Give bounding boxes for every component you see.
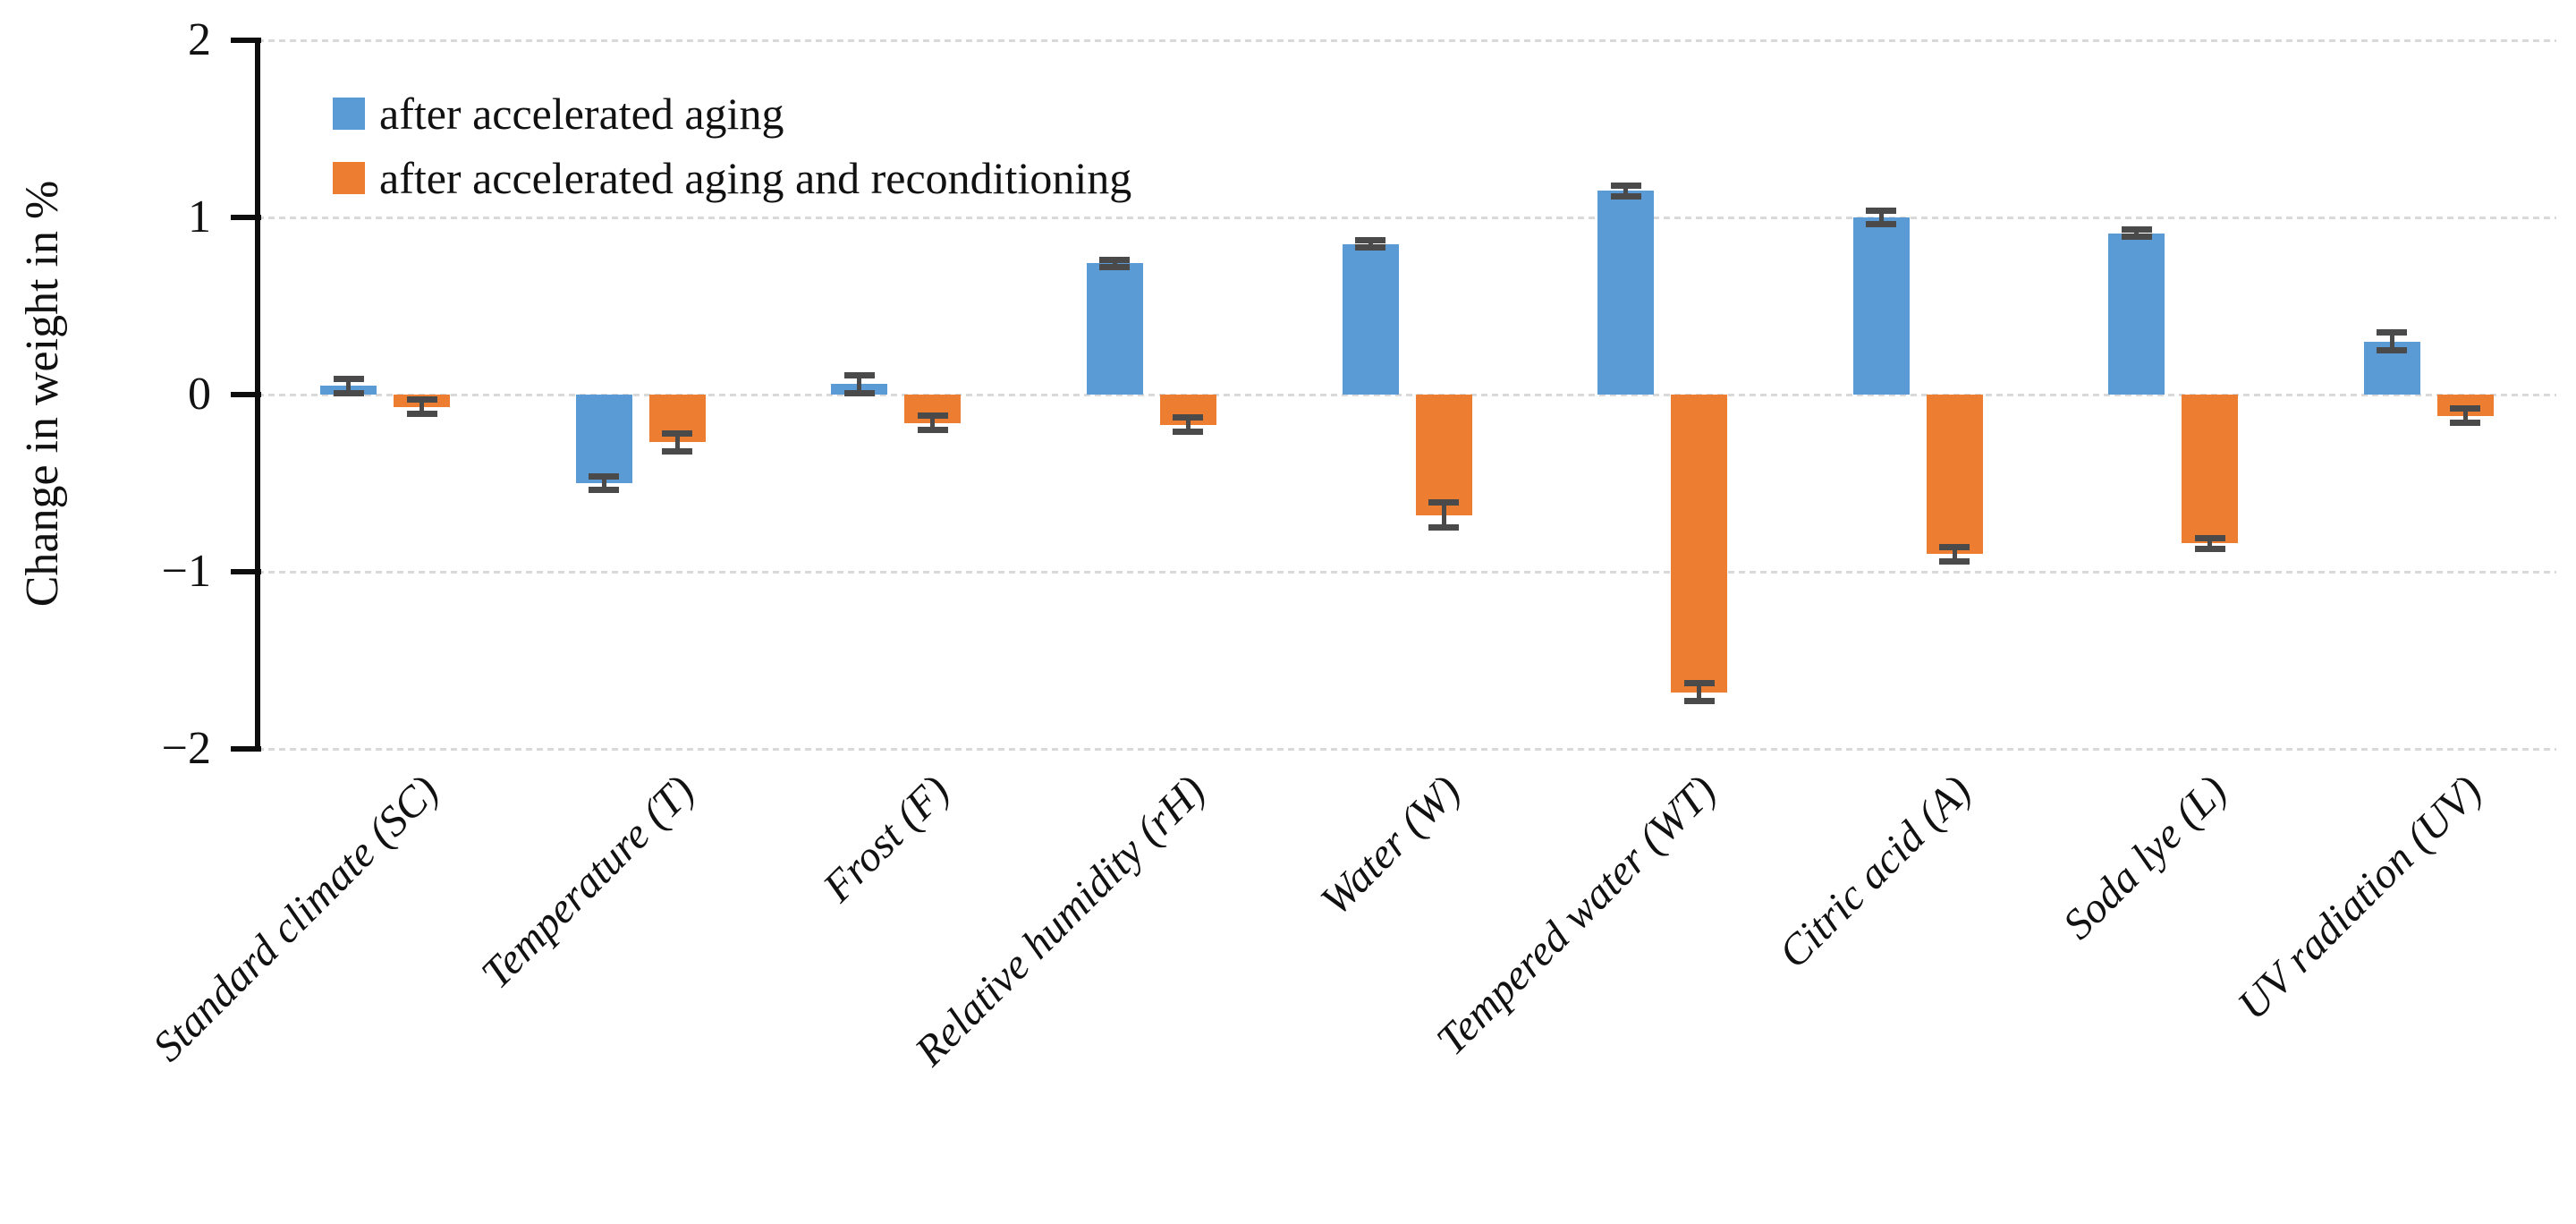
error-bar-line bbox=[1623, 185, 1629, 197]
error-bar-line bbox=[1185, 417, 1191, 432]
error-bar-cap bbox=[406, 396, 437, 404]
error-bar-cap bbox=[2377, 347, 2408, 353]
y-tick-label: 2 bbox=[188, 14, 211, 65]
y-axis-title: Change in weight in % bbox=[17, 180, 68, 608]
error-bar-line bbox=[1112, 259, 1117, 268]
y-tick-label: −1 bbox=[161, 546, 211, 597]
x-axis-label: Temperature (T) bbox=[472, 766, 704, 999]
bar bbox=[2182, 395, 2239, 544]
error-bar-cap bbox=[2194, 534, 2225, 541]
error-bar-line bbox=[857, 375, 862, 394]
error-bar-line bbox=[1368, 240, 1373, 248]
error-bar-line bbox=[930, 415, 936, 430]
x-axis-label: UV radiation (UV) bbox=[2229, 766, 2492, 1029]
error-bar-cap bbox=[2121, 234, 2152, 241]
gridline bbox=[258, 394, 2556, 396]
error-bar-line bbox=[1878, 210, 1884, 225]
error-bar-line bbox=[2389, 332, 2394, 351]
error-bar-cap bbox=[333, 375, 364, 382]
legend: after accelerated aging after accelerate… bbox=[333, 86, 1131, 215]
gridline bbox=[258, 217, 2556, 219]
y-tick-label: 0 bbox=[188, 369, 211, 420]
error-bar-cap bbox=[843, 389, 875, 396]
gridline bbox=[258, 39, 2556, 42]
legend-swatch-orange bbox=[333, 162, 365, 194]
error-bar-cap bbox=[1428, 524, 1459, 531]
error-bar-line bbox=[2134, 229, 2140, 237]
y-tick-label: −2 bbox=[161, 723, 211, 774]
error-bar-cap bbox=[1099, 263, 1131, 270]
legend-label: after accelerated aging and reconditioni… bbox=[379, 153, 1132, 203]
error-bar-line bbox=[1952, 547, 1957, 562]
bar bbox=[1086, 263, 1143, 395]
error-bar-cap bbox=[2194, 545, 2225, 552]
bar bbox=[1926, 395, 1983, 555]
error-bar-cap bbox=[1355, 237, 1385, 244]
error-bar-cap bbox=[1173, 414, 1204, 421]
error-bar-cap bbox=[1428, 499, 1459, 506]
x-axis-label: Standard climate (SC) bbox=[144, 766, 448, 1071]
y-tick-label: 1 bbox=[188, 191, 211, 242]
x-axis-label: Frost (F) bbox=[814, 766, 960, 912]
bar bbox=[1415, 395, 1472, 515]
legend-item-reconditioning: after accelerated aging and reconditioni… bbox=[333, 150, 1131, 206]
error-bar-line bbox=[674, 433, 680, 452]
gridline bbox=[258, 571, 2556, 574]
x-axis-label: Water (W) bbox=[1311, 766, 1470, 925]
legend-label: after accelerated aging bbox=[379, 89, 784, 139]
error-bar-cap bbox=[1610, 182, 1641, 189]
x-axis-label: Soda lye (L) bbox=[2054, 766, 2236, 949]
y-axis-line bbox=[255, 38, 260, 752]
error-bar-cap bbox=[1355, 244, 1385, 251]
error-bar-line bbox=[1441, 502, 1446, 528]
error-bar-line bbox=[346, 378, 352, 393]
bar bbox=[2108, 233, 2165, 395]
gridline bbox=[258, 748, 2556, 751]
y-axis-tick bbox=[231, 38, 261, 43]
error-bar-cap bbox=[2121, 226, 2152, 234]
error-bar-line bbox=[601, 476, 606, 490]
error-bar-line bbox=[1697, 683, 1702, 701]
error-bar-cap bbox=[1683, 698, 1715, 705]
legend-swatch-blue bbox=[333, 98, 365, 130]
error-bar-cap bbox=[662, 447, 693, 455]
bar bbox=[1671, 395, 1728, 693]
error-bar-cap bbox=[1866, 221, 1897, 228]
error-bar-cap bbox=[2377, 329, 2408, 336]
x-axis-label: Relative humidity (rH) bbox=[905, 766, 1215, 1075]
legend-item-aging: after accelerated aging bbox=[333, 86, 1131, 141]
bar bbox=[1342, 243, 1399, 395]
error-bar-cap bbox=[1610, 192, 1641, 200]
error-bar-cap bbox=[917, 427, 948, 434]
error-bar-cap bbox=[2450, 405, 2481, 412]
error-bar-cap bbox=[589, 487, 620, 494]
error-bar-cap bbox=[406, 411, 437, 418]
error-bar-cap bbox=[1939, 543, 1970, 550]
y-axis-tick bbox=[231, 215, 261, 220]
x-axis-label: Tempered water (WT) bbox=[1427, 766, 1725, 1065]
bar bbox=[575, 395, 632, 483]
error-bar-line bbox=[419, 399, 425, 414]
error-bar-cap bbox=[333, 389, 364, 396]
error-bar-line bbox=[2462, 408, 2468, 423]
error-bar-cap bbox=[589, 472, 620, 480]
error-bar-cap bbox=[917, 412, 948, 420]
x-axis-label: Citric acid (A) bbox=[1769, 766, 1981, 978]
error-bar-cap bbox=[1866, 207, 1897, 214]
bar bbox=[1852, 217, 1910, 395]
error-bar-cap bbox=[1939, 557, 1970, 565]
y-axis-tick bbox=[231, 392, 261, 397]
error-bar-cap bbox=[843, 371, 875, 378]
y-axis-tick bbox=[231, 746, 261, 752]
error-bar-cap bbox=[1683, 680, 1715, 687]
error-bar-line bbox=[2207, 538, 2213, 549]
error-bar-cap bbox=[1099, 257, 1131, 264]
error-bar-cap bbox=[662, 430, 693, 438]
bar bbox=[1597, 191, 1655, 395]
error-bar-cap bbox=[1173, 429, 1204, 436]
error-bar-cap bbox=[2450, 420, 2481, 427]
y-axis-tick bbox=[231, 569, 261, 574]
